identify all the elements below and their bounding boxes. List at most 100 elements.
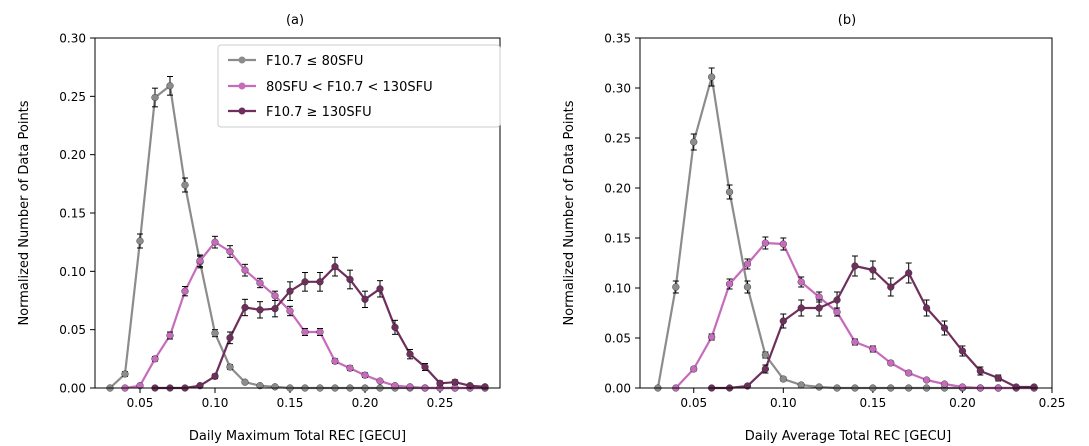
panel-b-series-mid-point — [851, 338, 859, 346]
panel-b-series-mid-point — [958, 383, 967, 391]
panel-a-series-high-point — [286, 287, 294, 295]
panel-b-series-mid-point — [833, 308, 841, 316]
panel-a-series-high-point — [481, 383, 489, 391]
panel-b-series — [654, 67, 1038, 392]
panel-b-series-high-point — [940, 324, 949, 332]
panel-a-series-mid-point — [406, 383, 414, 391]
panel-a-series-mid-point — [361, 371, 369, 379]
legend-frame — [217, 44, 501, 128]
panel-a-x-tick-label: 0.05 — [127, 396, 154, 410]
panel-a-series-mid-point — [241, 266, 249, 274]
panel-a-y-tick-label: 0.00 — [59, 382, 86, 396]
panel-b-series-mid-point — [690, 365, 698, 373]
panel-b-series-low-point — [672, 283, 680, 291]
panel-a-series-high-point — [421, 363, 429, 371]
legend-label-high: F10.7 ≥ 130SFU — [266, 105, 372, 120]
panel-a-x-tick-label: 0.25 — [427, 396, 454, 410]
panel-a-series-high-point — [196, 382, 204, 390]
panel-a-y-tick-label: 0.10 — [59, 265, 86, 279]
panel-a-series-low-point — [241, 378, 249, 386]
panel-b-y-tick-label: 0.15 — [604, 232, 631, 246]
panel-a-series-high-point — [241, 303, 249, 312]
panel-b-series-high-point — [887, 283, 895, 291]
panel-b-series-low-point — [743, 283, 752, 291]
panel-b-average-rec: (b) 0.05 0.10 0.15 0.20 0.25 0.00 0.05 0.10 0.15… — [562, 13, 1065, 444]
panel-a-series-high-point — [316, 278, 324, 286]
legend: F10.7 ≤ 80SFU 80SFU < F10.7 < 130SFU F10… — [217, 44, 501, 128]
legend-entry-low: F10.7 ≤ 80SFU — [228, 54, 363, 69]
legend-swatch-high-marker — [238, 107, 246, 115]
panel-a-series-mid-point — [316, 328, 324, 336]
panel-b-x-tick-label: 0.25 — [1039, 396, 1066, 410]
panel-b-x-tick-label: 0.20 — [949, 396, 976, 410]
panel-b-y-tick-label: 0.25 — [604, 132, 631, 146]
panel-a-series-high-point — [211, 372, 219, 380]
panel-b-series-high-line — [711, 264, 1035, 390]
panel-b-series-mid-point — [923, 376, 931, 384]
panel-b-series-mid-point — [779, 240, 787, 248]
panel-a-x-tick-label: 0.10 — [202, 396, 229, 410]
panel-a-series-mid-point — [196, 257, 204, 265]
panel-b-title: (b) — [838, 13, 856, 28]
panel-a-series-high-point — [451, 378, 459, 386]
panel-a-series-low-point — [166, 82, 174, 90]
panel-a-series-high-point — [436, 379, 444, 387]
panel-a-series-mid-point — [226, 247, 234, 256]
panel-a-series-high-point — [466, 382, 474, 390]
panel-b-series-mid-point — [940, 380, 949, 388]
panel-a-series-mid-point — [211, 238, 219, 246]
panel-a-series-low-point — [211, 329, 219, 337]
panel-a-series-mid-line — [124, 241, 485, 390]
panel-b-series-mid-point — [761, 239, 769, 247]
panel-b-series-mid-point — [797, 278, 805, 286]
panel-a-series-low-point — [226, 363, 234, 371]
panel-b-series-mid-point — [725, 280, 734, 288]
panel-a-series-high-point — [346, 275, 354, 284]
panel-b-series-high-point — [905, 269, 913, 277]
panel-a-series-mid-point — [301, 328, 309, 336]
panel-a-y-tick-label: 0.30 — [59, 32, 86, 46]
panel-b-series-mid-point — [905, 369, 913, 377]
panel-b-series-high-point — [797, 304, 805, 312]
panel-b-series-high-point — [869, 266, 877, 274]
legend-entry-mid: 80SFU < F10.7 < 130SFU — [228, 80, 433, 95]
panel-b-series-high-point — [1030, 383, 1038, 391]
panel-b-y-tick-label: 0.35 — [604, 32, 631, 46]
panel-a-series-mid-point — [166, 331, 174, 340]
panel-b-x-tick-label: 0.15 — [860, 396, 887, 410]
panel-a-series-mid-point — [271, 292, 279, 300]
panel-b-series-low-point — [690, 138, 698, 146]
panel-a-series-high-point — [331, 263, 339, 271]
panel-a-y-tick-label: 0.05 — [59, 323, 86, 337]
legend-entry-high: F10.7 ≥ 130SFU — [228, 105, 372, 120]
panel-b-series-low-point — [779, 375, 787, 383]
panel-b-series-high-point — [994, 374, 1002, 382]
panel-a-series-high-point — [226, 334, 234, 342]
panel-b-series-mid-point — [869, 345, 877, 353]
panel-a-series-low-point — [181, 181, 189, 189]
legend-swatch-mid-marker — [238, 82, 246, 90]
panel-b-ticks: 0.05 0.10 0.15 0.20 0.25 0.00 0.05 0.10 0.15 0.20… — [604, 32, 1065, 411]
panel-b-axes-frame — [639, 37, 1053, 389]
panel-b-series-high-point — [833, 296, 841, 304]
panel-a-series-low-point — [256, 382, 264, 390]
legend-label-mid: 80SFU < F10.7 < 130SFU — [266, 80, 433, 95]
panel-b-series-high-point — [779, 317, 787, 325]
panel-a-series-high-point — [256, 306, 264, 314]
panel-b-y-tick-label: 0.30 — [604, 82, 631, 96]
panel-b-series-high-point — [815, 304, 823, 312]
panel-a-series-mid-point — [256, 279, 264, 287]
panel-b-series-low-point — [708, 73, 716, 81]
panel-a-series-high-point — [406, 350, 414, 358]
panel-a-y-tick-label: 0.15 — [59, 207, 86, 221]
legend-label-low: F10.7 ≤ 80SFU — [266, 54, 363, 69]
panel-b-series-high-point — [851, 262, 859, 270]
panel-a-x-axis-label: Daily Maximum Total REC [GECU] — [189, 429, 406, 444]
panel-a-series-mid-point — [331, 357, 339, 365]
panel-a-y-axis-label: Normalized Number of Data Points — [17, 100, 32, 325]
panel-a-series-high-point — [271, 305, 279, 313]
panel-a-axes-frame — [94, 37, 501, 389]
panel-b-y-axis-label: Normalized Number of Data Points — [562, 100, 577, 325]
panel-a-series-mid-point — [391, 382, 399, 390]
